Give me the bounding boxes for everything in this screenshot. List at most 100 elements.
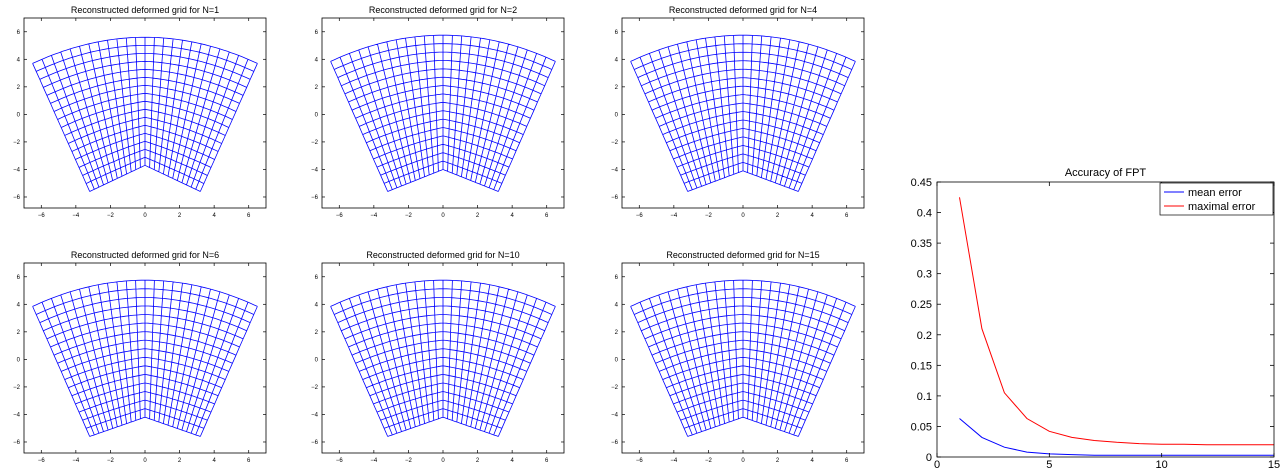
y-tick-label: 4 xyxy=(615,57,619,63)
legend-entry: mean error xyxy=(1188,187,1242,199)
x-tick-label: 6 xyxy=(247,458,251,464)
x-tick-label: 0 xyxy=(741,458,745,464)
y-tick-label: 4 xyxy=(17,57,21,63)
chart-legend: mean error maximal error xyxy=(1159,182,1274,216)
x-tick-label: 4 xyxy=(212,213,216,219)
chart-y-tick-label: 0 xyxy=(926,452,932,464)
panel-title: Reconstructed deformed grid for N=4 xyxy=(669,5,817,15)
series-line-maximal-error xyxy=(959,197,1274,446)
y-tick-label: 0 xyxy=(17,112,21,118)
panel-title: Reconstructed deformed grid for N=6 xyxy=(71,250,219,260)
y-tick-label: −2 xyxy=(611,140,619,146)
chart-y-tick-label: 0.05 xyxy=(911,421,932,433)
panel-title: Reconstructed deformed grid for N=15 xyxy=(666,250,819,260)
x-tick-label: 2 xyxy=(776,458,780,464)
chart-y-tick-label: 0.1 xyxy=(917,391,932,403)
y-tick-label: 0 xyxy=(17,357,21,363)
x-tick-label: 6 xyxy=(545,458,549,464)
chart-x-tick-label: 5 xyxy=(1046,459,1052,468)
y-tick-label: 2 xyxy=(315,330,319,336)
grid-panel-3: −6 −4 −2 0 2 4 6 6 4 2 0 −2 −4 −6 Reconstructed deform… xyxy=(611,5,865,219)
x-tick-label: −4 xyxy=(670,458,678,464)
y-tick-label: 6 xyxy=(615,30,619,36)
y-tick-label: 2 xyxy=(615,330,619,336)
series-line-mean-error xyxy=(959,418,1274,456)
grid-panel-2: −6 −4 −2 0 2 4 6 6 4 2 0 −2 −4 −6 Reconstructed deform… xyxy=(311,5,565,219)
y-tick-label: 0 xyxy=(315,112,319,118)
y-tick-label: 4 xyxy=(615,302,619,308)
x-tick-label: 4 xyxy=(810,213,814,219)
y-tick-label: 2 xyxy=(315,85,319,91)
x-tick-label: 0 xyxy=(741,213,745,219)
y-tick-label: 6 xyxy=(615,275,619,281)
chart-y-tick-label: 0.45 xyxy=(911,177,932,189)
deformed-grid-mesh xyxy=(32,36,258,192)
legend-box xyxy=(1159,182,1274,216)
y-tick-label: −4 xyxy=(611,412,619,418)
y-tick-label: −6 xyxy=(611,195,619,201)
x-tick-label: −6 xyxy=(636,458,644,464)
x-tick-label: 0 xyxy=(143,213,147,219)
x-tick-label: −2 xyxy=(107,458,115,464)
y-tick-label: 6 xyxy=(315,30,319,36)
chart-x-tick-label: 0 xyxy=(934,459,940,468)
y-tick-label: 2 xyxy=(17,330,21,336)
x-tick-label: −6 xyxy=(336,213,344,219)
chart-y-tick-label: 0.4 xyxy=(917,208,932,220)
x-tick-label: 6 xyxy=(247,213,251,219)
y-tick-label: 4 xyxy=(17,302,21,308)
y-tick-label: 6 xyxy=(17,275,21,281)
chart-axes-box xyxy=(936,181,1275,458)
y-tick-label: 2 xyxy=(17,85,21,91)
deformed-grid-mesh xyxy=(32,279,258,437)
x-tick-label: −6 xyxy=(38,458,46,464)
chart-y-tick-label: 0.35 xyxy=(911,238,932,250)
legend-entry: maximal error xyxy=(1188,201,1256,213)
x-tick-label: 2 xyxy=(476,213,480,219)
x-tick-label: 2 xyxy=(178,458,182,464)
x-tick-label: 0 xyxy=(441,458,445,464)
x-tick-label: 6 xyxy=(545,213,549,219)
y-tick-label: 0 xyxy=(315,357,319,363)
x-tick-label: 4 xyxy=(510,213,514,219)
x-tick-label: −4 xyxy=(72,213,80,219)
x-tick-label: 2 xyxy=(476,458,480,464)
y-tick-label: −4 xyxy=(611,167,619,173)
chart-y-tick-label: 0.15 xyxy=(911,360,932,372)
x-tick-label: −4 xyxy=(72,458,80,464)
y-tick-label: −6 xyxy=(311,440,319,446)
x-tick-label: 6 xyxy=(845,458,849,464)
y-tick-label: −4 xyxy=(13,167,21,173)
x-tick-label: −6 xyxy=(636,213,644,219)
grid-panel-6: −6 −4 −2 0 2 4 6 6 4 2 0 −2 −4 −6 Reconstructed deform… xyxy=(611,250,865,464)
panel-title: Reconstructed deformed grid for N=1 xyxy=(71,5,219,15)
y-tick-label: −2 xyxy=(13,385,21,391)
y-tick-label: 6 xyxy=(315,275,319,281)
x-tick-label: 2 xyxy=(178,213,182,219)
y-tick-label: 0 xyxy=(615,357,619,363)
grid-panel-1: −6 −4 −2 0 2 4 6 6 4 2 0 −2 −4 −6 Reconstructed deform… xyxy=(13,5,267,219)
y-tick-label: −4 xyxy=(13,412,21,418)
x-tick-label: 4 xyxy=(810,458,814,464)
chart-x-tick-label: 10 xyxy=(1156,459,1168,468)
chart-y-tick-label: 0.2 xyxy=(917,330,932,342)
grid-panel-4: −6 −4 −2 0 2 4 6 6 4 2 0 −2 −4 −6 Reconstructed deform… xyxy=(13,250,267,464)
panel-title: Reconstructed deformed grid for N=10 xyxy=(366,250,519,260)
x-tick-label: −2 xyxy=(107,213,115,219)
y-tick-label: 6 xyxy=(17,30,21,36)
x-tick-label: −4 xyxy=(370,458,378,464)
deformed-grid-mesh xyxy=(330,34,556,192)
x-tick-label: −6 xyxy=(38,213,46,219)
y-tick-label: 4 xyxy=(315,57,319,63)
x-tick-label: −4 xyxy=(670,213,678,219)
y-tick-label: −2 xyxy=(311,385,319,391)
deformed-grid-mesh xyxy=(330,279,556,437)
x-tick-label: −2 xyxy=(705,458,713,464)
y-tick-label: −4 xyxy=(311,167,319,173)
chart-y-tick-label: 0.3 xyxy=(917,269,932,281)
y-tick-label: 4 xyxy=(315,302,319,308)
x-tick-label: 6 xyxy=(845,213,849,219)
x-tick-label: −6 xyxy=(336,458,344,464)
y-tick-label: −6 xyxy=(13,440,21,446)
x-tick-label: −4 xyxy=(370,213,378,219)
